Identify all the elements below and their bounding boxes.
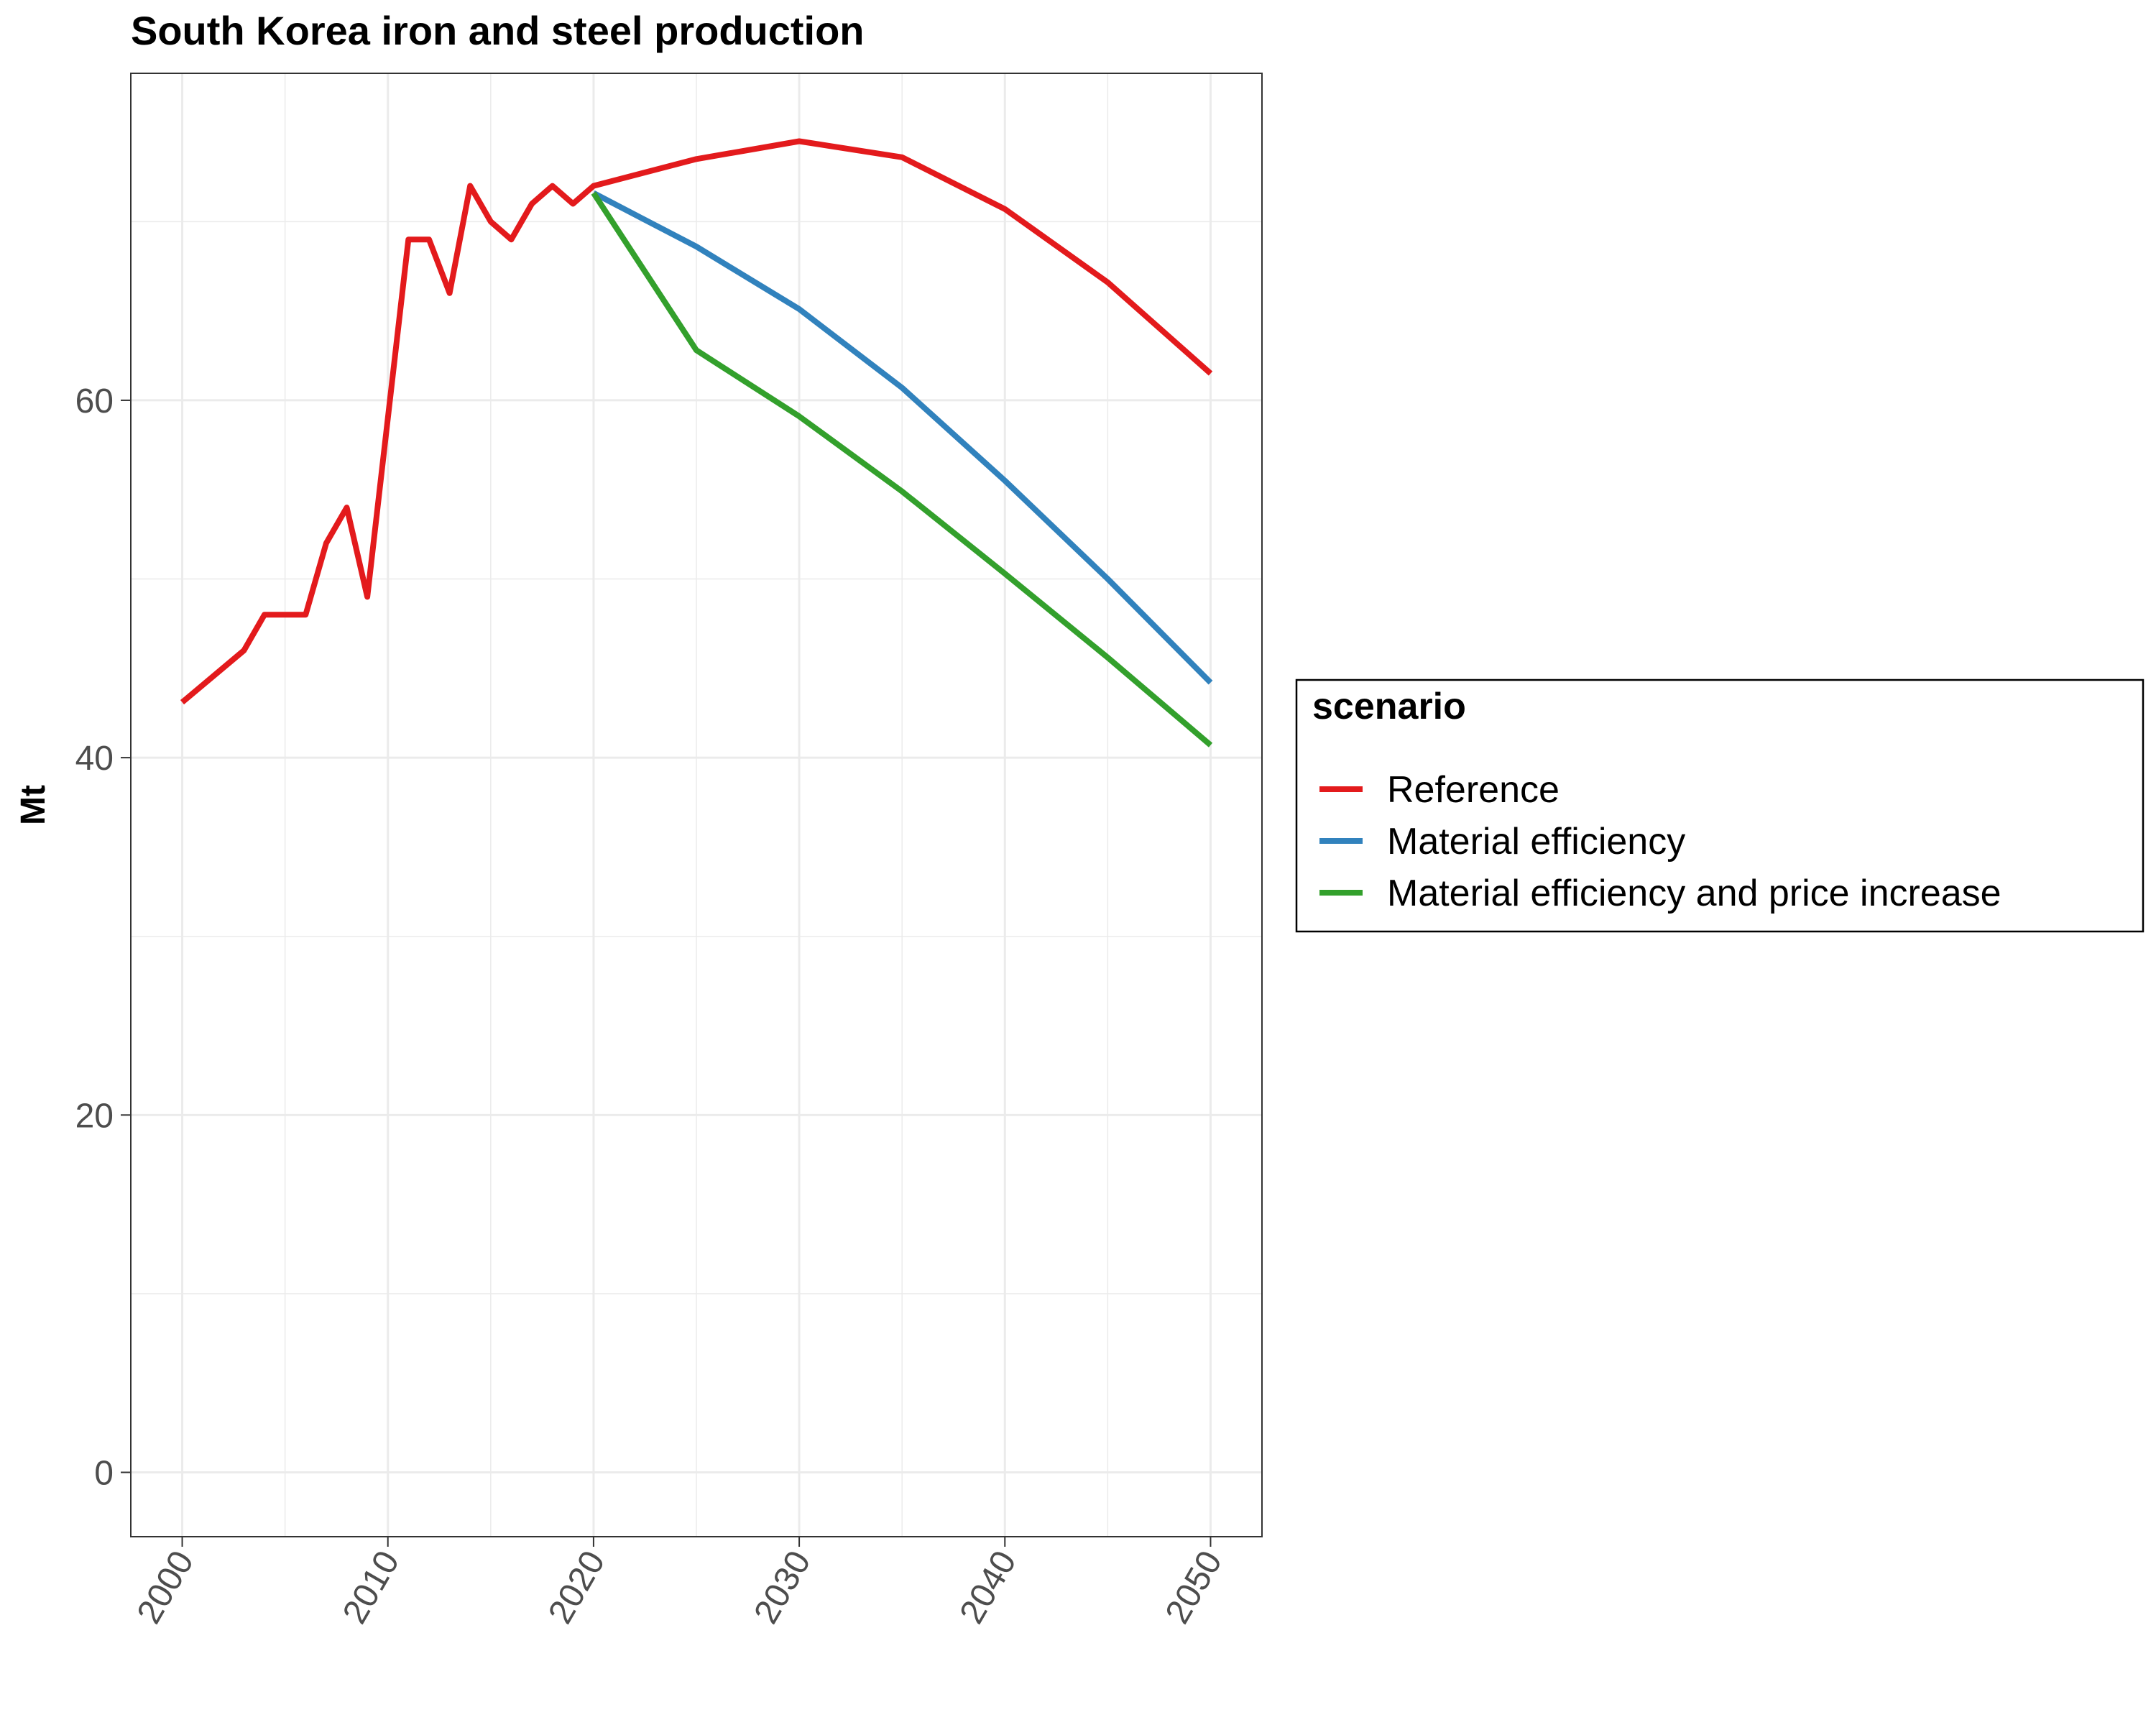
gridlines xyxy=(131,73,1262,1537)
legend-box xyxy=(1295,678,2145,933)
y-tick-label: 40 xyxy=(75,740,114,778)
legend-label: Material efficiency and price increase xyxy=(1387,873,2001,914)
plot-panel-border xyxy=(130,73,1263,1537)
series-line-reference xyxy=(180,138,1213,705)
legend: scenario Reference Material efficiency Mat… xyxy=(1295,678,2145,933)
x-tick-label: 2000 xyxy=(130,1545,201,1630)
x-tick-label: 2030 xyxy=(747,1545,818,1630)
y-axis-title: Mt xyxy=(14,785,52,825)
y-tick-label: 20 xyxy=(75,1097,114,1135)
x-tick-label: 2050 xyxy=(1158,1545,1230,1630)
y-tick-label: 0 xyxy=(94,1455,114,1493)
x-tick-label: 2010 xyxy=(336,1545,407,1630)
y-tick-label: 60 xyxy=(75,382,114,420)
x-tick-label: 2020 xyxy=(541,1545,612,1630)
legend-label: Material efficiency xyxy=(1387,821,1685,862)
legend-label: Reference xyxy=(1387,769,1560,811)
series-lines xyxy=(180,138,1213,748)
legend-title: scenario xyxy=(1312,686,1466,727)
series-line-material-efficiency xyxy=(592,190,1213,685)
series-line-material-efficiency-and-price-increase xyxy=(591,191,1213,748)
legend-items: Reference Material efficiency Material eff… xyxy=(1319,769,2001,914)
x-tick-label: 2040 xyxy=(953,1545,1024,1630)
chart-title: South Korea iron and steel production xyxy=(131,8,865,53)
y-axis: 0 20 40 60 xyxy=(75,382,131,1493)
x-axis: 2000 2010 2020 2030 2040 2050 xyxy=(130,1537,1230,1630)
